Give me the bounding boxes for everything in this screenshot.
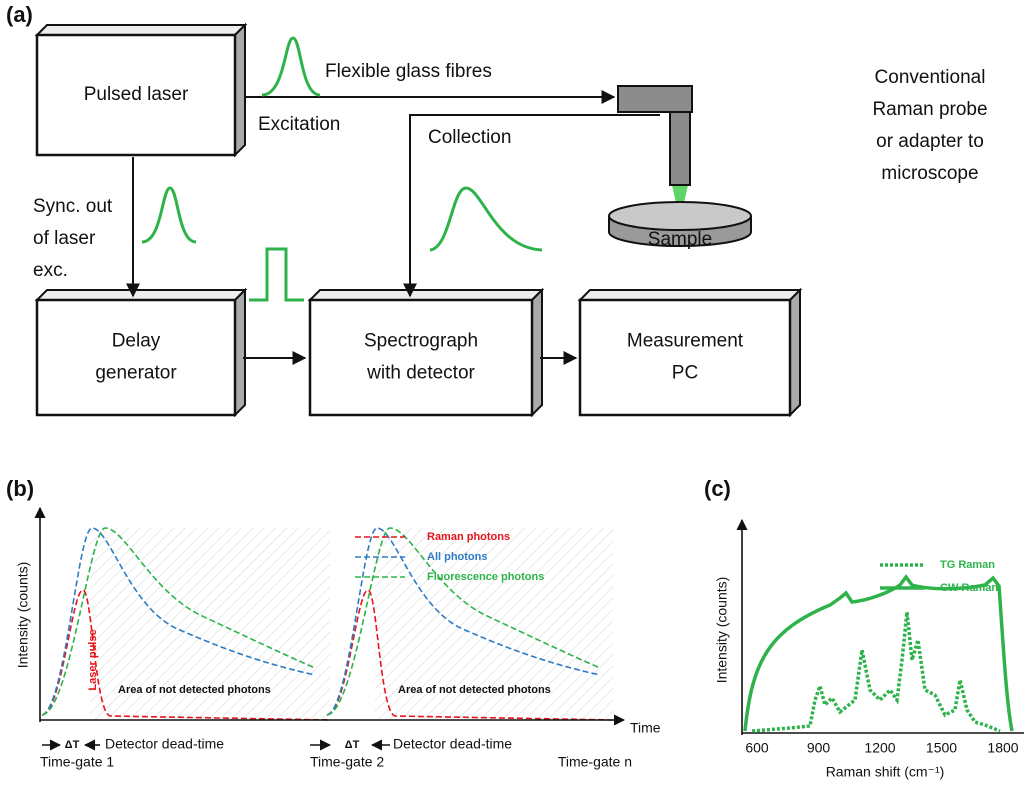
area-label: Area of not detected photons bbox=[118, 684, 271, 696]
fluo-curve bbox=[41, 527, 316, 716]
axes bbox=[736, 518, 1024, 735]
box-top bbox=[577, 289, 803, 301]
box bbox=[35, 33, 237, 157]
y-axis-label: Intensity (counts) bbox=[15, 562, 31, 669]
all-curve bbox=[326, 527, 601, 716]
probe-label: Conventional bbox=[875, 67, 986, 88]
arrow bbox=[403, 114, 660, 298]
box-label: with detector bbox=[366, 363, 475, 384]
legend-label: Raman photons bbox=[427, 531, 510, 543]
box-top bbox=[307, 289, 545, 301]
box-side bbox=[234, 22, 246, 158]
panel-label: (c) bbox=[704, 476, 731, 501]
hatch bbox=[375, 528, 613, 720]
raman-curve bbox=[41, 589, 331, 721]
probe-label: or adapter to bbox=[876, 131, 984, 152]
sync-label: exc. bbox=[33, 260, 68, 281]
box-side bbox=[234, 287, 246, 418]
pulse bbox=[261, 36, 321, 97]
dead-time-label: Detector dead-time bbox=[105, 736, 224, 752]
delta-label: ΔT bbox=[345, 739, 360, 751]
box-label: generator bbox=[95, 363, 177, 384]
x-tick-label: 1500 bbox=[926, 740, 957, 756]
x-tick-label: 600 bbox=[745, 740, 769, 756]
box-label: Spectrograph bbox=[364, 331, 478, 352]
probe-label: Raman probe bbox=[872, 99, 987, 120]
probe-head bbox=[617, 85, 693, 113]
arrows bbox=[126, 90, 660, 365]
box-top bbox=[34, 24, 248, 36]
legend-label: CW Raman bbox=[940, 582, 998, 594]
gate-label: Time-gate n bbox=[558, 754, 632, 770]
fibres-label: Flexible glass fibres bbox=[325, 61, 492, 82]
gate-label: Time-gate 2 bbox=[310, 754, 384, 770]
x-tick-label: 1200 bbox=[864, 740, 895, 756]
hatch bbox=[90, 528, 330, 720]
gate-label: Time-gate 1 bbox=[40, 754, 114, 770]
probe bbox=[608, 85, 752, 247]
probe-text: Conventional Raman probe or adapter to micr… bbox=[872, 67, 987, 184]
axes bbox=[34, 506, 626, 751]
cw-curve bbox=[743, 574, 1014, 732]
laser-pulse-label: Laser pulse bbox=[87, 629, 99, 690]
x-axis-label: Time bbox=[630, 720, 661, 736]
box bbox=[308, 298, 534, 417]
collection-label: Collection bbox=[428, 127, 511, 148]
y-axis-label: Intensity (counts) bbox=[714, 577, 730, 684]
tg-curve bbox=[751, 611, 1001, 733]
legend-label: TG Raman bbox=[940, 559, 995, 571]
fluo-curve bbox=[326, 527, 601, 716]
raman-curve bbox=[326, 589, 614, 721]
legend-label: Fluorescence photons bbox=[427, 571, 544, 583]
x-tick-label: 900 bbox=[807, 740, 831, 756]
panel-label: (a) bbox=[6, 2, 33, 27]
pulse bbox=[249, 247, 304, 302]
sample-top bbox=[608, 201, 752, 231]
pulse bbox=[429, 186, 543, 252]
pulses bbox=[141, 36, 543, 302]
x-axis-label: Raman shift (cm⁻¹) bbox=[826, 764, 945, 780]
box-side bbox=[531, 287, 543, 418]
delta-label: ΔT bbox=[65, 739, 80, 751]
area-label: Area of not detected photons bbox=[398, 684, 551, 696]
box bbox=[35, 298, 237, 417]
box-top bbox=[34, 289, 248, 301]
box-label: Delay bbox=[112, 331, 161, 352]
beam bbox=[672, 185, 688, 212]
x-ticks: 600 900 1200 1500 1800 bbox=[745, 740, 1018, 756]
box-label: Pulsed laser bbox=[84, 84, 189, 105]
boxes: Pulsed laser Delay generator Spectrograph wi… bbox=[34, 22, 803, 418]
box-side bbox=[789, 287, 801, 418]
panel-label: (b) bbox=[6, 476, 34, 501]
box bbox=[578, 298, 792, 417]
sync-text: Sync. out of laser exc. bbox=[33, 196, 113, 281]
pulse bbox=[141, 186, 197, 244]
sync-label: Sync. out bbox=[33, 196, 113, 217]
box-label: Measurement bbox=[627, 331, 744, 352]
probe-label: microscope bbox=[881, 163, 978, 184]
curves bbox=[41, 527, 614, 721]
all-curve bbox=[41, 527, 316, 716]
x-tick-label: 1800 bbox=[987, 740, 1018, 756]
probe-shaft bbox=[669, 111, 691, 186]
legend-label: All photons bbox=[427, 551, 488, 563]
dead-time-label: Detector dead-time bbox=[393, 736, 512, 752]
sync-label: of laser bbox=[33, 228, 96, 249]
excitation-label: Excitation bbox=[258, 114, 340, 135]
sample-label: Sample bbox=[648, 229, 712, 250]
box-label: PC bbox=[672, 363, 698, 384]
